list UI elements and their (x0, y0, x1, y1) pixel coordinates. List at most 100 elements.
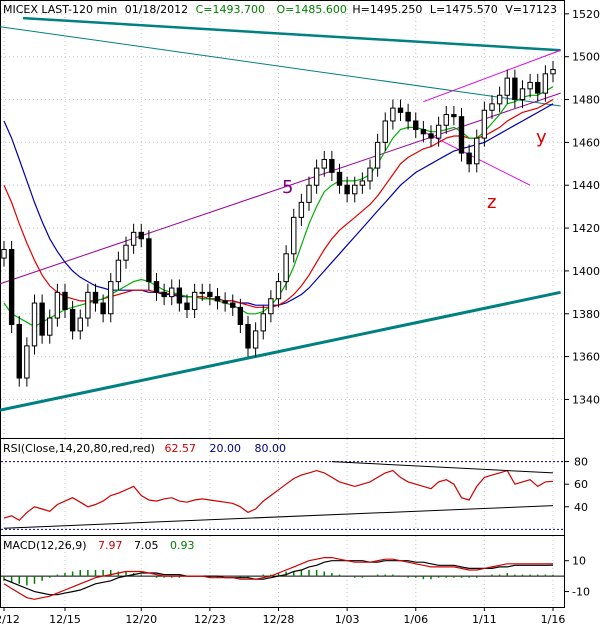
candle-body (550, 69, 556, 75)
candle-body (344, 184, 350, 195)
candle-body (115, 259, 122, 283)
macd-label: MACD(12,26,9) 7.97 7.05 0.93 (3, 539, 195, 552)
macd-line (3, 556, 553, 600)
price-y-tick-label: 1360 (572, 351, 600, 364)
candle-body (123, 244, 129, 261)
candle-body (535, 81, 541, 94)
candle-body (184, 302, 190, 310)
candle-body (336, 171, 343, 186)
price-y-tick-label: 1480 (572, 94, 600, 107)
candles-layer (1, 60, 556, 387)
candle-body (420, 129, 427, 135)
header-instrument: MICEX LAST-120 min (3, 3, 117, 16)
x-tick-label: 12/23 (194, 613, 226, 626)
channel-line-upper (423, 49, 561, 103)
candle-body (512, 77, 518, 101)
price-y-tick-label: 1340 (572, 393, 600, 406)
candle-body (443, 114, 449, 126)
candle-body (260, 313, 266, 332)
candle-body (69, 308, 76, 332)
price-y-tick-label: 1500 (572, 51, 600, 64)
rsi-line (3, 469, 554, 522)
x-tick-label: 1/06 (403, 613, 428, 626)
x-tick-label: 12/28 (263, 613, 295, 626)
candle-body (519, 88, 526, 101)
price-panel-frame (0, 0, 565, 439)
candle-body (214, 296, 221, 302)
candle-body (474, 137, 480, 165)
x-tick-label: 12/15 (49, 613, 81, 626)
candle-body (329, 159, 335, 173)
candle-body (489, 103, 495, 111)
upper-trendline-thin (0, 26, 561, 107)
candle-body (268, 298, 274, 315)
x-tick-label: 12/20 (125, 613, 157, 626)
candle-body (245, 323, 251, 349)
rsi-trendline-lower (3, 505, 554, 529)
candle-body (31, 302, 38, 347)
xaxis-layer: 12/12 12/15 12/20 12/23 12/28 1/03 1/06 1/11 1/1… (0, 607, 565, 626)
candle-body (405, 111, 411, 122)
rsi-y-tick-label: 80 (574, 456, 588, 469)
macd-label-hist: 0.93 (170, 539, 195, 552)
candle-body (24, 345, 30, 379)
header-low: L=1475.570 (430, 3, 498, 16)
macd-label-name: MACD(12,26,9) (3, 539, 87, 552)
price-y-tick-label: 1380 (572, 308, 600, 321)
candle-body (374, 141, 381, 169)
candle-body (153, 281, 160, 293)
candle-body (169, 287, 175, 298)
candle-body (100, 302, 106, 315)
annotation-wave-5: 5 (282, 177, 293, 198)
candle-body (504, 77, 510, 96)
candle-body (481, 109, 488, 139)
candle-body (397, 107, 404, 113)
candle-body (92, 291, 99, 304)
rsi-label-low: 20.00 (209, 442, 241, 455)
candle-body (16, 323, 22, 379)
candle-body (161, 291, 167, 298)
candle-body (496, 94, 503, 105)
rsi-y-tick-label: 60 (574, 478, 588, 491)
macd-label-signal: 7.05 (134, 539, 159, 552)
header-volume: V=17123 (505, 3, 557, 16)
x-tick-label: 1/16 (541, 613, 566, 626)
candle-body (237, 306, 244, 325)
candle-body (39, 302, 45, 336)
candle-body (466, 152, 472, 165)
rsi-label: RSI(Close,14,20,80,red,red) 62.57 20.00 … (3, 442, 286, 455)
candle-body (138, 231, 144, 240)
candle-body (313, 167, 320, 186)
candle-body (230, 302, 236, 308)
header-open: O=1485.600 (277, 3, 347, 16)
candle-body (54, 291, 61, 319)
header-high: H=1495.250 (352, 3, 422, 16)
candle-body (458, 116, 465, 154)
candle-body (352, 184, 358, 195)
lower-trendline (0, 290, 561, 412)
yaxis-layer: 1340 1360 1380 1400 1420 1440 1460 1480 1500 1520… (564, 8, 600, 599)
candle-body (62, 291, 68, 310)
candle-body (428, 133, 434, 139)
candle-body (199, 291, 205, 294)
annotation-wave-z: z (487, 192, 496, 213)
candle-body (367, 167, 373, 182)
macd-label-macd: 7.97 (98, 539, 123, 552)
candle-body (306, 184, 312, 203)
candle-body (359, 180, 366, 186)
channel-line-lower (0, 92, 561, 285)
candle-body (321, 159, 327, 169)
candle-body (413, 120, 419, 131)
grid-layer (1, 1, 564, 607)
rsi-layer (1, 461, 564, 530)
candle-body (8, 248, 15, 325)
annotation-wave-y: y (536, 127, 547, 148)
candle-body (275, 281, 282, 300)
candle-body (527, 81, 533, 90)
candle-body (191, 291, 198, 310)
x-tick-label: 12/12 (0, 613, 20, 626)
price-y-tick-label: 1400 (572, 265, 600, 278)
candle-body (47, 317, 53, 336)
